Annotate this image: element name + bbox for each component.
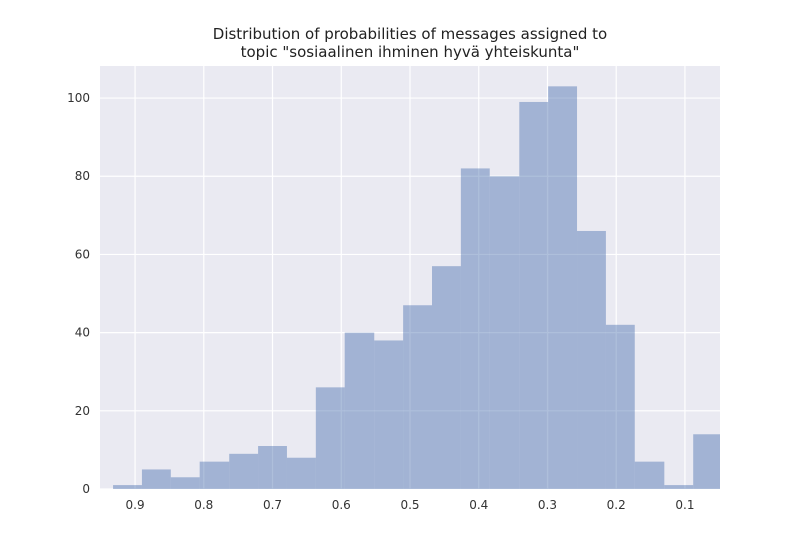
bar bbox=[344, 332, 375, 489]
chart-title: Distribution of probabilities of message… bbox=[212, 25, 608, 61]
bar bbox=[460, 168, 490, 489]
bar bbox=[315, 387, 345, 489]
y-tick-label: 100 bbox=[67, 91, 90, 105]
x-tick-label: 0.3 bbox=[538, 498, 557, 512]
x-tick-label: 0.4 bbox=[469, 498, 488, 512]
bar bbox=[199, 461, 230, 489]
bar bbox=[258, 445, 287, 489]
x-tick-label: 0.6 bbox=[332, 498, 351, 512]
bar bbox=[229, 453, 259, 489]
bar bbox=[577, 230, 606, 489]
bar bbox=[605, 324, 635, 489]
bar bbox=[170, 477, 200, 489]
bar bbox=[374, 340, 404, 489]
y-tick-label: 80 bbox=[75, 169, 90, 183]
bar bbox=[403, 305, 432, 489]
x-tick-label: 0.8 bbox=[194, 498, 213, 512]
bar bbox=[113, 485, 142, 489]
y-tick-label: 40 bbox=[75, 326, 90, 340]
bar bbox=[489, 176, 520, 489]
x-tick-label: 0.5 bbox=[400, 498, 419, 512]
bar bbox=[286, 457, 316, 489]
x-tick-label: 0.2 bbox=[607, 498, 626, 512]
bar bbox=[548, 86, 578, 489]
bar bbox=[431, 266, 461, 489]
x-tick-label: 0.1 bbox=[675, 498, 694, 512]
bar bbox=[141, 469, 171, 489]
bar bbox=[519, 101, 549, 489]
bar bbox=[693, 434, 720, 489]
bar bbox=[634, 461, 665, 489]
x-tick-label: 0.9 bbox=[126, 498, 145, 512]
bar bbox=[664, 485, 694, 489]
y-tick-label: 20 bbox=[75, 404, 90, 418]
y-tick-label: 60 bbox=[75, 247, 90, 261]
x-tick-label: 0.7 bbox=[263, 498, 282, 512]
y-tick-label: 0 bbox=[82, 482, 90, 496]
